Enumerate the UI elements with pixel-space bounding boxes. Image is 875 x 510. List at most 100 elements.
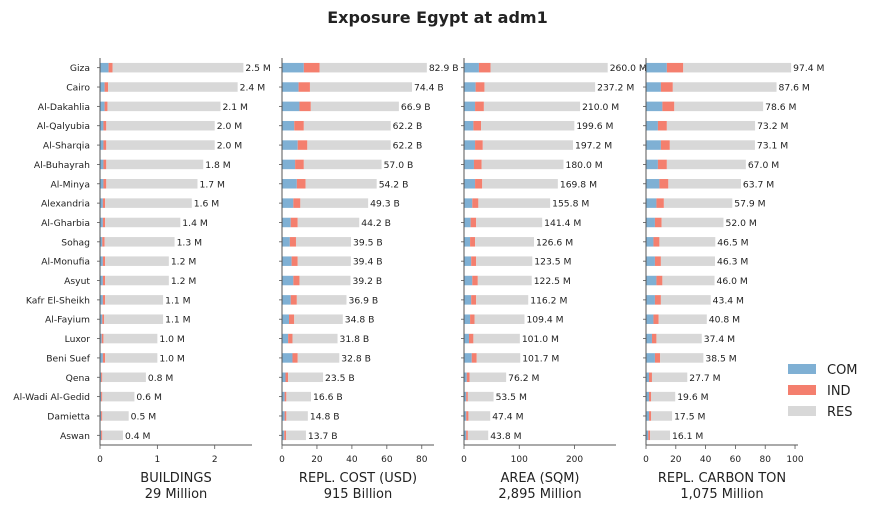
value-label: 0.5 M <box>131 411 157 422</box>
x-axis-label: REPL. CARBON TON <box>658 471 786 486</box>
bar-com <box>646 411 649 421</box>
bar-res <box>286 430 306 441</box>
value-label: 87.6 M <box>779 83 810 94</box>
bar-res <box>286 411 308 421</box>
value-label: 1.7 M <box>200 179 226 190</box>
bar-com <box>282 295 291 305</box>
bar-com <box>464 314 471 324</box>
panel-4: 97.4 M 87.6 M 78.6 M 73.2 M 73.1 M 67.0 M 63.7… <box>643 58 825 502</box>
bar-ind <box>289 237 296 247</box>
bar-res <box>478 198 551 208</box>
bar-ind <box>471 295 477 305</box>
value-label: 43.4 M <box>713 295 744 306</box>
bar-com <box>646 295 655 305</box>
bar-ind <box>466 391 468 402</box>
bar-com <box>100 353 103 363</box>
bar-res <box>469 372 507 383</box>
bar-com <box>100 275 103 286</box>
bar-com <box>464 198 473 208</box>
value-label: 210.0 M <box>582 102 619 113</box>
value-label: 57.9 M <box>734 199 765 210</box>
bar-ind <box>284 411 287 421</box>
bar-com <box>100 217 103 228</box>
bar-ind <box>291 256 298 266</box>
bar-ind <box>654 295 661 305</box>
x-axis-label: REPL. COST (USD) <box>299 471 417 486</box>
bar-com <box>464 295 472 305</box>
bar-com <box>464 217 471 228</box>
value-label: 2.5 M <box>245 63 271 74</box>
bar-com <box>464 333 469 344</box>
x-tick-label: 40 <box>346 455 358 465</box>
value-label: 74.4 B <box>414 83 444 94</box>
bar-res <box>106 179 198 189</box>
bar-ind <box>659 179 669 189</box>
category-label: Kafr El-Sheikh <box>26 295 90 306</box>
bar-res <box>307 140 391 150</box>
value-label: 49.3 B <box>370 199 400 210</box>
bar-ind <box>101 372 103 383</box>
bar-res <box>660 295 711 305</box>
bar-res <box>662 275 715 286</box>
bar-res <box>106 159 204 170</box>
bar-ind <box>290 217 298 228</box>
value-label: 169.8 M <box>560 179 597 190</box>
bar-ind <box>656 275 663 286</box>
bar-ind <box>103 120 107 131</box>
bar-ind <box>473 120 482 131</box>
value-label: 39.5 B <box>353 237 383 248</box>
bar-res <box>481 120 575 131</box>
bar-com <box>282 82 299 92</box>
bar-res <box>482 179 558 189</box>
value-label: 2.1 M <box>222 102 248 113</box>
bar-com <box>282 430 285 441</box>
bar-res <box>105 275 169 286</box>
value-label: 109.4 M <box>526 315 563 326</box>
legend-label-res: RES <box>827 405 853 420</box>
bar-ind <box>103 179 107 189</box>
bar-com <box>646 391 649 402</box>
bar-com <box>282 411 285 421</box>
value-label: 44.2 B <box>361 218 391 229</box>
legend-label-ind: IND <box>827 384 851 399</box>
x-tick-label: 20 <box>670 455 682 465</box>
value-label: 54.2 B <box>379 179 409 190</box>
bar-ind <box>102 275 106 286</box>
bar-ind <box>297 140 308 150</box>
bar-com <box>282 198 294 208</box>
bar-ind <box>299 101 311 112</box>
value-label: 2.4 M <box>240 83 266 94</box>
value-label: 46.0 M <box>717 276 748 287</box>
axis-total-label: 29 Million <box>145 487 208 502</box>
value-label: 23.5 B <box>325 373 355 384</box>
bar-com <box>282 275 294 286</box>
legend-swatch-res <box>788 406 816 416</box>
bar-res <box>658 314 707 324</box>
bar-ind <box>660 140 670 150</box>
bar-res <box>292 333 338 344</box>
bar-res <box>106 120 215 131</box>
value-label: 197.2 M <box>575 141 612 152</box>
value-label: 43.8 M <box>490 431 521 442</box>
bar-res <box>310 101 399 112</box>
value-label: 260.0 M <box>610 63 647 74</box>
value-label: 123.5 M <box>534 257 571 268</box>
x-tick-label: 40 <box>700 455 712 465</box>
bar-com <box>282 237 290 247</box>
value-label: 97.4 M <box>793 63 824 74</box>
bar-com <box>100 256 103 266</box>
value-label: 1.4 M <box>182 218 208 229</box>
bar-res <box>300 198 369 208</box>
bar-res <box>105 295 164 305</box>
x-axis-label: AREA (SQM) <box>500 471 579 486</box>
bar-res <box>305 179 377 189</box>
bar-ind <box>102 237 105 247</box>
bar-res <box>108 82 238 92</box>
legend-swatch-com <box>788 364 816 374</box>
value-label: 67.0 M <box>748 160 779 171</box>
value-label: 2.0 M <box>217 121 243 132</box>
value-label: 1.3 M <box>177 237 203 248</box>
bar-res <box>296 295 347 305</box>
bar-res <box>105 198 192 208</box>
bar-ind <box>101 391 103 402</box>
